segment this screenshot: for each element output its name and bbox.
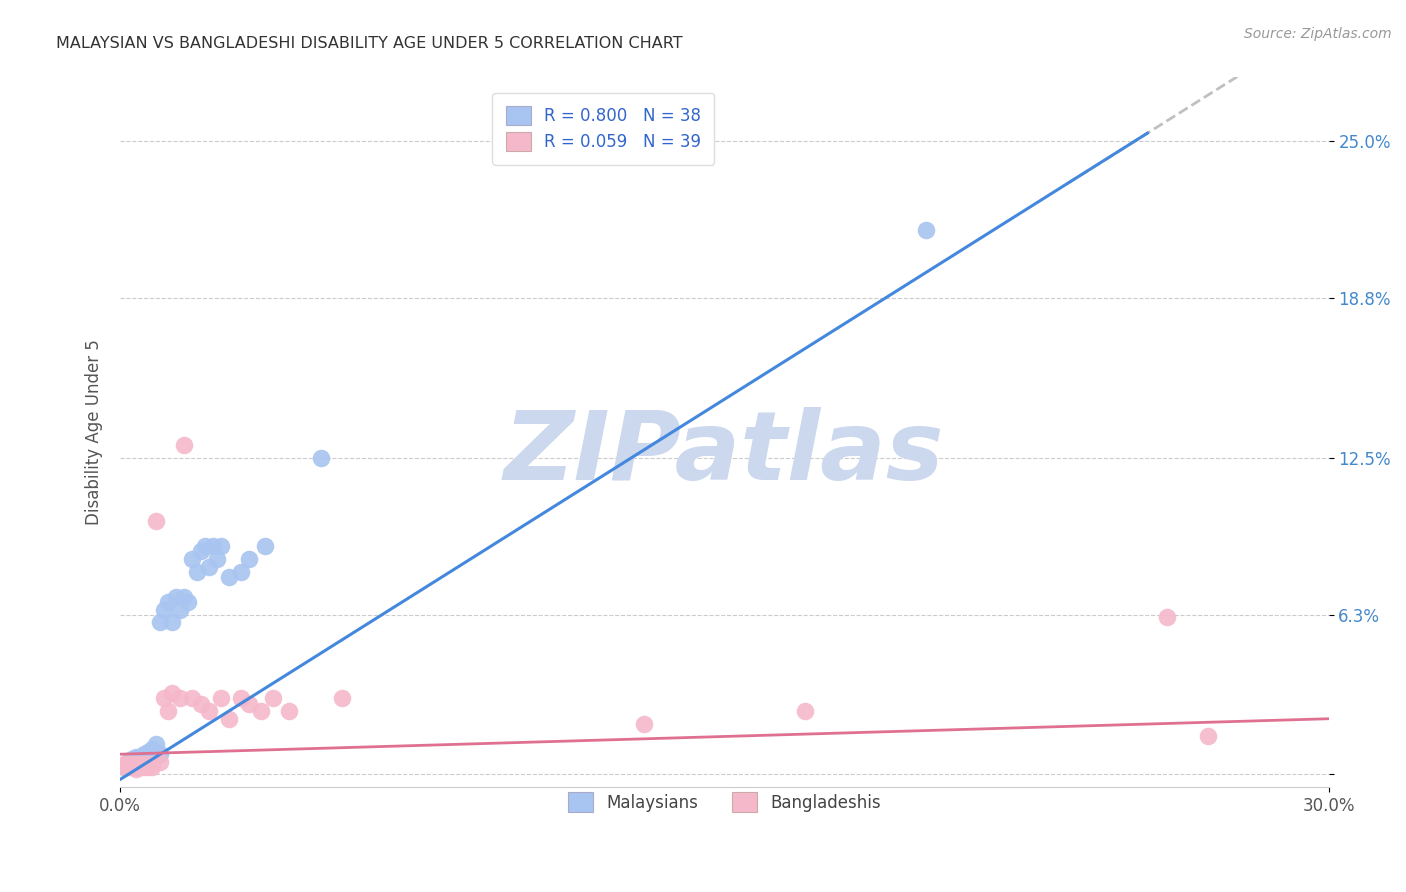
Point bbox=[209, 691, 232, 706]
Point bbox=[186, 565, 208, 579]
Point bbox=[121, 757, 143, 772]
Point bbox=[914, 222, 936, 236]
Point bbox=[209, 540, 232, 554]
Point bbox=[169, 691, 191, 706]
Point bbox=[194, 540, 217, 554]
Point bbox=[197, 559, 219, 574]
Point bbox=[197, 704, 219, 718]
Point bbox=[633, 716, 655, 731]
Point bbox=[112, 760, 135, 774]
Point bbox=[129, 760, 152, 774]
Point bbox=[149, 755, 172, 769]
Point bbox=[145, 514, 167, 528]
Point bbox=[125, 760, 148, 774]
Point bbox=[218, 712, 240, 726]
Point bbox=[136, 749, 159, 764]
Point bbox=[121, 760, 143, 774]
Point bbox=[112, 760, 135, 774]
Point bbox=[134, 747, 156, 762]
Point bbox=[793, 704, 815, 718]
Point bbox=[117, 755, 139, 769]
Point bbox=[1156, 610, 1178, 624]
Point bbox=[141, 757, 163, 772]
Point bbox=[129, 757, 152, 772]
Point bbox=[136, 760, 159, 774]
Point bbox=[134, 752, 156, 766]
Point bbox=[153, 691, 176, 706]
Point bbox=[253, 540, 276, 554]
Point bbox=[141, 760, 163, 774]
Point bbox=[205, 552, 228, 566]
Point bbox=[250, 704, 273, 718]
Point bbox=[238, 697, 260, 711]
Point bbox=[117, 760, 139, 774]
Point bbox=[177, 595, 200, 609]
Point bbox=[218, 570, 240, 584]
Point bbox=[134, 760, 156, 774]
Point bbox=[162, 686, 184, 700]
Point bbox=[129, 749, 152, 764]
Point bbox=[149, 747, 172, 762]
Point bbox=[125, 757, 148, 772]
Point bbox=[136, 757, 159, 772]
Point bbox=[311, 450, 333, 465]
Y-axis label: Disability Age Under 5: Disability Age Under 5 bbox=[86, 339, 103, 525]
Point bbox=[145, 737, 167, 751]
Point bbox=[238, 552, 260, 566]
Point bbox=[1197, 730, 1219, 744]
Point bbox=[190, 697, 212, 711]
Point bbox=[129, 755, 152, 769]
Point bbox=[112, 757, 135, 772]
Point bbox=[117, 757, 139, 772]
Point bbox=[229, 691, 252, 706]
Point bbox=[162, 615, 184, 630]
Legend: Malaysians, Bangladeshis: Malaysians, Bangladeshis bbox=[555, 779, 894, 825]
Point bbox=[125, 749, 148, 764]
Point bbox=[125, 763, 148, 777]
Point bbox=[157, 704, 180, 718]
Point bbox=[149, 615, 172, 630]
Point bbox=[262, 691, 284, 706]
Point bbox=[134, 757, 156, 772]
Point bbox=[165, 590, 187, 604]
Point bbox=[229, 565, 252, 579]
Point bbox=[157, 595, 180, 609]
Point bbox=[190, 544, 212, 558]
Point bbox=[141, 742, 163, 756]
Point bbox=[121, 757, 143, 772]
Text: ZIPatlas: ZIPatlas bbox=[503, 407, 945, 500]
Point bbox=[173, 590, 195, 604]
Text: Source: ZipAtlas.com: Source: ZipAtlas.com bbox=[1244, 27, 1392, 41]
Point bbox=[121, 752, 143, 766]
Point bbox=[201, 540, 224, 554]
Point bbox=[136, 745, 159, 759]
Point bbox=[278, 704, 301, 718]
Text: MALAYSIAN VS BANGLADESHI DISABILITY AGE UNDER 5 CORRELATION CHART: MALAYSIAN VS BANGLADESHI DISABILITY AGE … bbox=[56, 36, 683, 51]
Point bbox=[117, 757, 139, 772]
Point bbox=[181, 691, 204, 706]
Point bbox=[153, 603, 176, 617]
Point bbox=[173, 438, 195, 452]
Point bbox=[169, 603, 191, 617]
Point bbox=[330, 691, 353, 706]
Point bbox=[125, 755, 148, 769]
Point bbox=[181, 552, 204, 566]
